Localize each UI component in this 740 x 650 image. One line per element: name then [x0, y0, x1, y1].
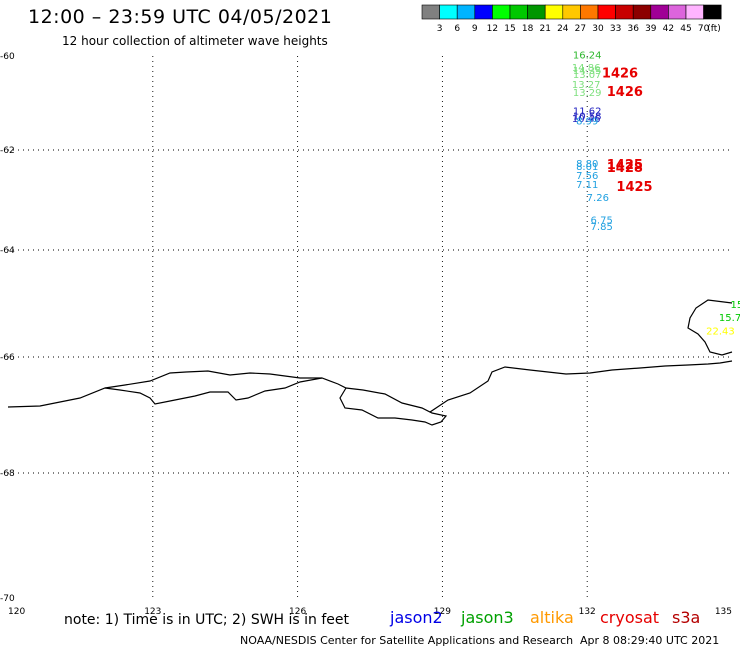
pass-number-label: 1426: [607, 85, 643, 100]
wave-height-label: 14.86: [572, 63, 601, 74]
color-scale-label: 70: [698, 24, 710, 34]
latitude-tick-label: -70: [0, 594, 15, 604]
color-scale-label: 36: [627, 24, 639, 34]
latitude-tick-label: -68: [0, 469, 15, 479]
pass-number-label: 1428: [607, 161, 643, 176]
coastline-shelf: [339, 387, 448, 426]
color-scale-label: 39: [645, 24, 657, 34]
color-scale-label: 42: [663, 24, 674, 34]
longitude-tick-label: 120: [8, 607, 25, 617]
wave-height-label: 15: [730, 300, 740, 311]
coastline-layer: [7, 299, 733, 426]
wave-height-label: 13.27: [572, 80, 601, 91]
color-scale-label: 30: [592, 24, 604, 34]
satellite-legend-item: jason2: [390, 608, 443, 627]
color-scale-label: 12: [487, 24, 498, 34]
latitude-tick-label: -60: [0, 52, 15, 62]
color-scale-unit: (ft): [707, 24, 721, 34]
grid-layer: [8, 56, 732, 600]
coastline-inlet: [104, 377, 323, 405]
color-scale-label: 18: [522, 24, 534, 34]
color-scale-label: 27: [575, 24, 586, 34]
map-subtitle: 12 hour collection of altimeter wave hei…: [62, 34, 328, 48]
island-outline: [687, 299, 733, 356]
color-scale-label: 3: [437, 24, 443, 34]
wave-height-label: 13.29: [573, 88, 602, 99]
longitude-tick-label: 129: [434, 607, 451, 617]
color-scale-label: 33: [610, 24, 621, 34]
generation-timestamp: Apr 8 08:29:40 UTC 2021: [580, 634, 720, 647]
color-scale-bar: 3 6 9 12 15 18 21 24 27 30 33 36 39 42 45 70(ft): [421, 4, 722, 34]
longitude-tick-label: 135: [715, 607, 732, 617]
satellite-legend-item: cryosat: [600, 608, 660, 627]
pass-number-label: 1425: [616, 180, 652, 195]
wave-height-label: 7.85: [591, 222, 613, 233]
latitude-tick-label: -62: [0, 146, 15, 156]
longitude-tick-label: 132: [579, 607, 596, 617]
color-scale-label: 6: [454, 24, 460, 34]
color-swatch: [703, 4, 722, 20]
satellite-legend-item: s3a: [672, 608, 701, 627]
wave-height-label: 10.58: [573, 111, 602, 122]
wave-height-label: 6.75: [591, 216, 613, 227]
wave-height-label: 22.43: [706, 327, 735, 338]
wave-height-label: 8.80: [576, 159, 598, 170]
wave-height-label: 8.99: [576, 117, 598, 128]
wave-height-label: 11.62: [573, 106, 602, 117]
satellite-legend-item: jason3: [461, 608, 514, 627]
wave-height-label: 10.46: [572, 114, 601, 125]
latitude-tick-label: -66: [0, 353, 15, 363]
wave-height-label: 7.26: [587, 193, 609, 204]
wave-height-label: 7.56: [576, 171, 598, 182]
color-scale-label: 15: [504, 24, 515, 34]
latitude-tick-label: -64: [0, 246, 15, 256]
longitude-tick-label: 123: [144, 607, 161, 617]
longitude-tick-label: 126: [289, 607, 306, 617]
map-title: 12:00 – 23:59 UTC 04/05/2021: [28, 6, 333, 28]
axis-labels-layer: -60 -62 -64 -66 -68 -70 120 123 126 129 132 135: [0, 52, 732, 617]
pass-number-label: 1425: [607, 158, 643, 173]
wave-height-label: 7.11: [576, 180, 598, 191]
wave-height-label: 8.01: [576, 162, 598, 173]
wave-height-label: 16.24: [573, 50, 602, 61]
credit-line: NOAA/NESDIS Center for Satellite Applica…: [240, 634, 574, 647]
satellite-legend-item: altika: [530, 608, 574, 627]
color-scale-label: 9: [472, 24, 478, 34]
wave-height-label: 13.07: [573, 70, 602, 81]
wave-height-label: 15.7: [719, 313, 740, 324]
wave-height-label: 14.35: [573, 66, 602, 77]
color-scale-label: 24: [557, 24, 569, 34]
pass-number-label: 1426: [602, 67, 638, 82]
color-scale-label: 21: [539, 24, 550, 34]
footer-note: note: 1) Time is in UTC; 2) SWH is in fe…: [64, 612, 350, 628]
color-scale-label: 45: [680, 24, 691, 34]
antarctic-coastline: [7, 360, 733, 413]
